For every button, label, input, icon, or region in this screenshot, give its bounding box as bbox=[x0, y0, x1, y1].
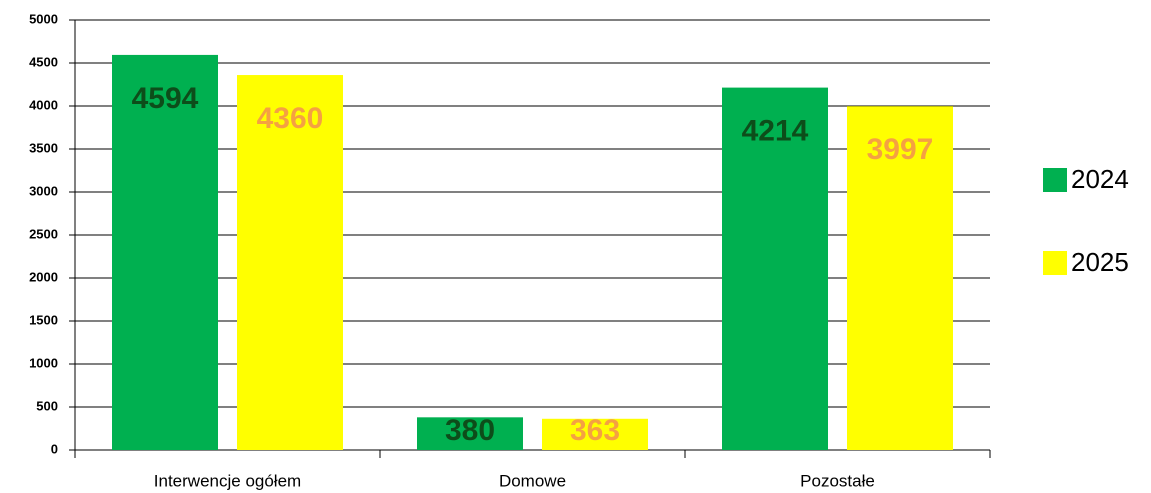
y-tick-label: 1000 bbox=[29, 355, 58, 370]
legend-label: 2025 bbox=[1071, 247, 1129, 277]
legend-swatch bbox=[1043, 168, 1067, 192]
y-tick-label: 4000 bbox=[29, 97, 58, 112]
x-tick-label: Domowe bbox=[499, 471, 566, 490]
x-tick-label: Interwencje ogółem bbox=[154, 471, 301, 490]
bar bbox=[722, 87, 828, 450]
legend-swatch bbox=[1043, 251, 1067, 275]
y-tick-label: 2500 bbox=[29, 226, 58, 241]
y-tick-label: 2000 bbox=[29, 269, 58, 284]
bar bbox=[237, 75, 343, 450]
y-tick-label: 3000 bbox=[29, 183, 58, 198]
y-tick-label: 500 bbox=[36, 398, 58, 413]
bar bbox=[847, 106, 953, 451]
data-label: 363 bbox=[570, 414, 620, 447]
y-tick-label: 0 bbox=[51, 441, 58, 456]
data-label: 4214 bbox=[742, 115, 809, 148]
y-tick-label: 3500 bbox=[29, 140, 58, 155]
x-tick-label: Pozostałe bbox=[800, 471, 875, 490]
data-label: 4360 bbox=[257, 102, 324, 135]
bar bbox=[417, 417, 523, 450]
bar bbox=[112, 54, 218, 450]
y-tick-label: 5000 bbox=[29, 11, 58, 26]
data-label: 3997 bbox=[867, 133, 934, 166]
data-label: 4594 bbox=[132, 82, 199, 115]
bar bbox=[542, 418, 648, 450]
y-tick-label: 1500 bbox=[29, 312, 58, 327]
data-label: 380 bbox=[445, 414, 495, 447]
y-tick-label: 4500 bbox=[29, 54, 58, 69]
legend-label: 2024 bbox=[1071, 164, 1129, 194]
